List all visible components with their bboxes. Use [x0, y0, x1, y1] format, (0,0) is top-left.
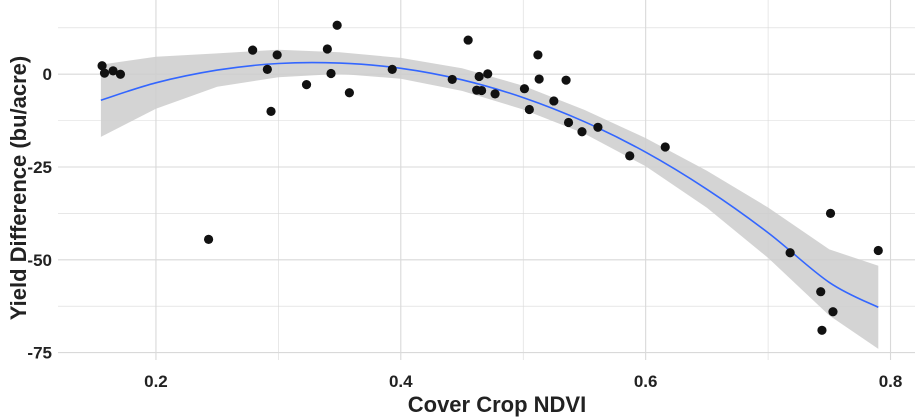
data-point — [262, 64, 272, 75]
fit-line — [100, 61, 879, 309]
data-point — [533, 50, 543, 60]
data-point — [474, 71, 484, 82]
data-point — [561, 75, 571, 85]
data-point — [785, 248, 795, 258]
data-point — [463, 35, 473, 45]
data-point — [534, 74, 544, 84]
data-point — [97, 61, 107, 71]
y-tick-label: -75 — [27, 344, 52, 363]
data-points — [97, 20, 883, 335]
data-point — [625, 151, 635, 161]
data-point — [477, 85, 487, 96]
x-tick-label: 0.2 — [144, 372, 168, 391]
x-axis-title: Cover Crop NDVI — [408, 392, 586, 417]
data-point — [825, 208, 836, 219]
data-point — [322, 44, 332, 54]
x-tick-label: 0.6 — [634, 372, 658, 391]
data-point — [593, 122, 603, 132]
data-point — [272, 50, 282, 60]
data-point — [828, 307, 838, 317]
data-point — [115, 69, 126, 79]
data-point — [660, 142, 670, 152]
data-point — [483, 69, 493, 79]
data-point — [108, 66, 118, 76]
confidence-band — [100, 49, 879, 349]
grid-lines — [58, 0, 915, 360]
data-point — [248, 45, 258, 55]
data-point — [549, 96, 559, 106]
data-point — [816, 287, 826, 297]
data-point — [817, 325, 827, 335]
y-axis-ticks: 0 -25 -50 -75 — [27, 65, 52, 362]
data-point — [332, 20, 342, 30]
data-point — [563, 117, 574, 128]
data-point — [519, 84, 530, 94]
data-point — [524, 104, 534, 115]
data-point — [387, 64, 397, 75]
data-point — [344, 88, 354, 98]
x-axis-ticks: 0.2 0.4 0.6 0.8 — [144, 372, 902, 391]
y-tick-label: 0 — [43, 65, 52, 84]
data-point — [577, 127, 587, 137]
data-point — [99, 68, 110, 78]
x-tick-label: 0.8 — [879, 372, 903, 391]
y-tick-label: -25 — [27, 158, 52, 177]
data-point — [490, 89, 500, 99]
y-axis-title: Yield Difference (bu/acre) — [6, 56, 31, 320]
data-point — [326, 68, 336, 79]
x-tick-label: 0.4 — [389, 372, 413, 391]
y-tick-label: -50 — [27, 251, 52, 270]
data-point — [266, 106, 276, 116]
data-point — [203, 234, 214, 244]
data-point — [873, 245, 883, 256]
data-point — [301, 80, 312, 90]
data-point — [447, 74, 457, 85]
